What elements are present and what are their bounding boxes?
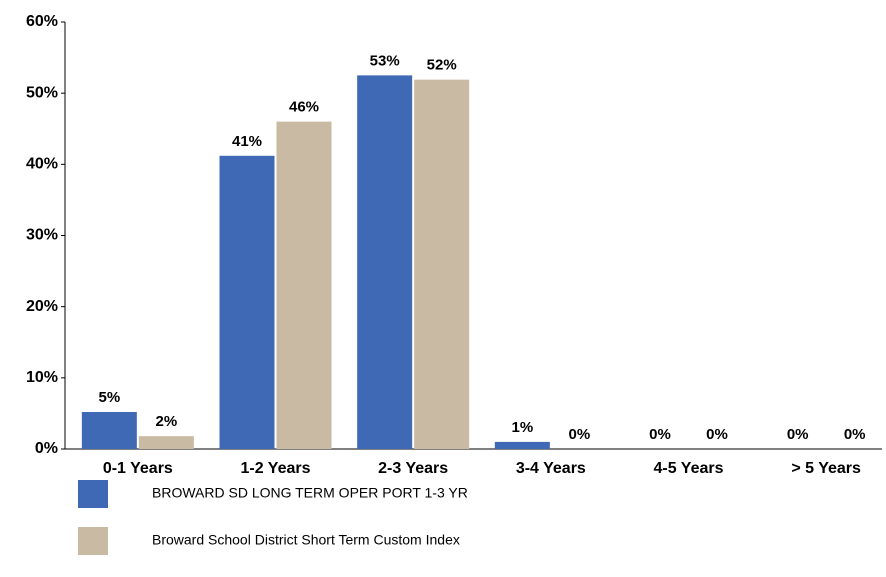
y-tick-label: 10% [26,369,58,386]
value-label: 52% [427,57,457,74]
x-tick-label: 2-3 Years [378,460,448,477]
y-tick-label: 40% [26,156,58,173]
x-tick-label: 1-2 Years [241,460,311,477]
legend-label: Broward School District Short Term Custo… [152,532,460,548]
value-label: 5% [98,389,120,406]
x-tick-label: > 5 Years [791,460,861,477]
y-tick-label: 0% [35,440,58,457]
bar [494,441,550,449]
value-label: 0% [568,426,590,443]
x-tick-label: 3-4 Years [516,460,586,477]
y-tick-label: 30% [26,227,58,244]
value-label: 0% [844,426,866,443]
value-label: 2% [155,413,177,430]
y-tick-label: 50% [26,84,58,101]
bar [138,436,194,449]
value-label: 0% [787,426,809,443]
bar [414,79,470,450]
bar [276,121,332,449]
value-label: 0% [649,426,671,443]
legend-swatch [78,480,108,508]
legend-label: BROWARD SD LONG TERM OPER PORT 1-3 YR [152,485,468,501]
legend-swatch [78,527,108,555]
x-tick-label: 0-1 Years [103,460,173,477]
value-label: 46% [289,99,319,116]
y-tick-label: 60% [26,13,58,30]
value-label: 1% [511,419,533,436]
x-tick-label: 4-5 Years [654,460,724,477]
bar [219,155,275,449]
value-label: 41% [232,133,262,150]
y-tick-label: 20% [26,298,58,315]
bar [357,75,413,449]
value-label: 0% [706,426,728,443]
value-label: 53% [370,52,400,69]
bar [81,411,137,449]
